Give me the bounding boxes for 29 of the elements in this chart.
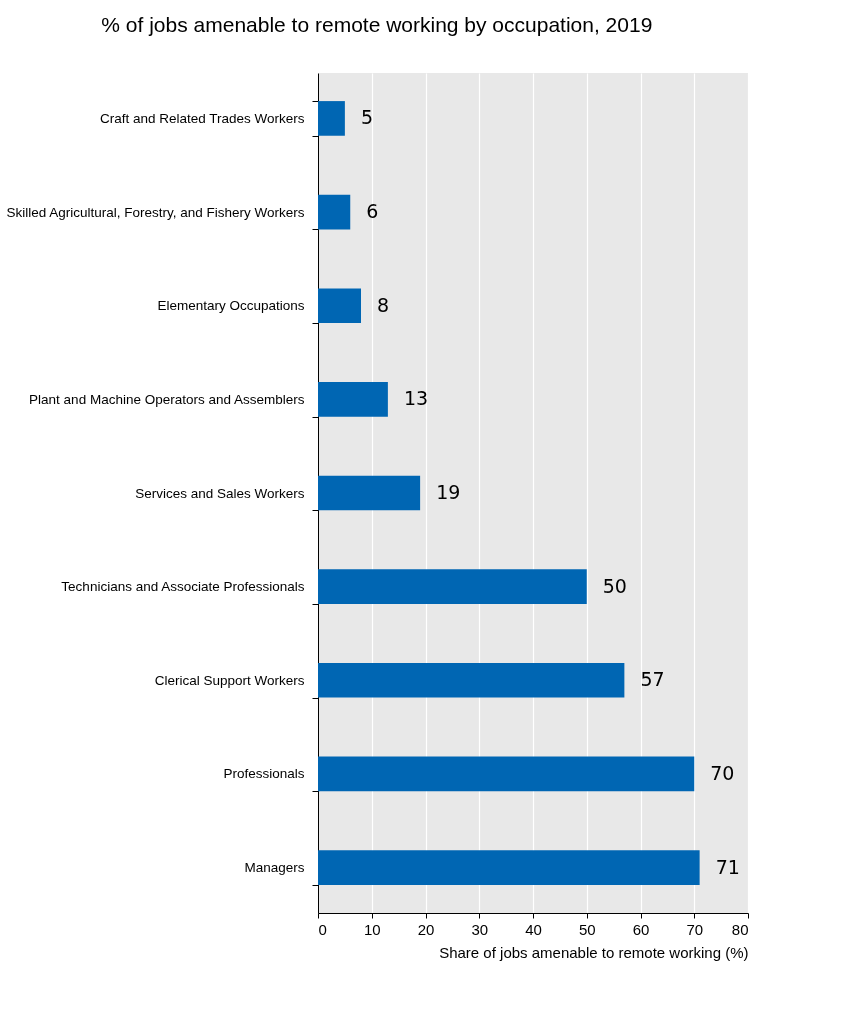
data-label: 70 bbox=[710, 761, 735, 784]
x-tick-label: 70 bbox=[686, 920, 704, 938]
y-tick-label: Technicians and Associate Professionals bbox=[61, 579, 305, 595]
x-tick-label: 0 bbox=[318, 920, 327, 938]
data-label: 8 bbox=[377, 293, 390, 316]
data-label: 5 bbox=[360, 106, 373, 129]
x-tick-label: 20 bbox=[417, 920, 435, 938]
y-tick-label: Clerical Support Workers bbox=[154, 672, 305, 688]
data-label: 6 bbox=[366, 200, 379, 223]
data-label: 50 bbox=[602, 574, 627, 597]
y-tick-label: Professionals bbox=[223, 766, 305, 782]
x-tick-label: 40 bbox=[525, 920, 542, 938]
x-tick-label: 80 bbox=[731, 920, 749, 938]
x-axis-title: Share of jobs amenable to remote working (%) bbox=[439, 943, 749, 961]
y-tick-label: Skilled Agricultural, Forestry, and Fishery Workers bbox=[6, 204, 305, 220]
data-label: 57 bbox=[640, 668, 665, 691]
data-label: 13 bbox=[403, 387, 429, 410]
y-tick-label: Services and Sales Workers bbox=[135, 485, 305, 501]
data-label: 71 bbox=[715, 855, 740, 878]
y-tick-label: Craft and Related Trades Workers bbox=[99, 110, 305, 126]
chart-title: % of jobs amenable to remote working by occupation, 2019 bbox=[101, 13, 653, 36]
x-tick-label: 50 bbox=[578, 920, 596, 938]
y-tick-label: Plant and Machine Operators and Assemblers bbox=[29, 391, 305, 407]
x-tick-label: 60 bbox=[632, 920, 650, 938]
x-tick-label: 30 bbox=[471, 920, 489, 938]
data-label: 19 bbox=[436, 481, 461, 503]
y-tick-label: Elementary Occupations bbox=[157, 298, 305, 314]
y-tick-label: Managers bbox=[244, 860, 305, 876]
x-tick-label: 10 bbox=[363, 920, 381, 938]
